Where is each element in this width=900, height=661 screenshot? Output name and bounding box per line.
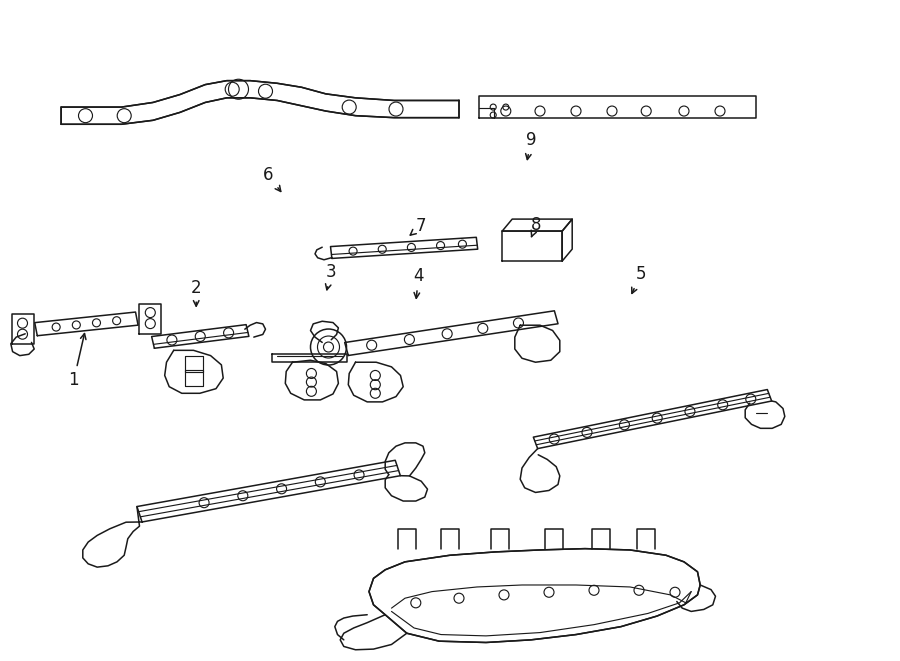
Text: 7: 7 xyxy=(410,217,427,235)
Text: 6: 6 xyxy=(263,166,281,192)
Polygon shape xyxy=(502,231,562,261)
Polygon shape xyxy=(61,81,459,124)
Polygon shape xyxy=(285,360,338,400)
Polygon shape xyxy=(345,311,558,356)
Polygon shape xyxy=(534,389,771,449)
Polygon shape xyxy=(137,460,400,522)
Polygon shape xyxy=(272,354,346,362)
Polygon shape xyxy=(165,350,223,393)
Text: 4: 4 xyxy=(413,267,424,298)
Polygon shape xyxy=(515,325,560,362)
Polygon shape xyxy=(369,549,700,642)
Text: 8: 8 xyxy=(531,215,542,237)
Text: 2: 2 xyxy=(191,278,202,306)
Polygon shape xyxy=(151,325,249,348)
Text: 1: 1 xyxy=(68,334,86,389)
Text: 3: 3 xyxy=(326,263,337,290)
Text: 5: 5 xyxy=(632,265,646,293)
Polygon shape xyxy=(12,314,33,344)
Polygon shape xyxy=(35,312,138,336)
Text: 9: 9 xyxy=(526,131,536,159)
Polygon shape xyxy=(479,96,756,118)
Polygon shape xyxy=(140,303,161,334)
Polygon shape xyxy=(348,362,403,402)
Polygon shape xyxy=(330,237,478,258)
